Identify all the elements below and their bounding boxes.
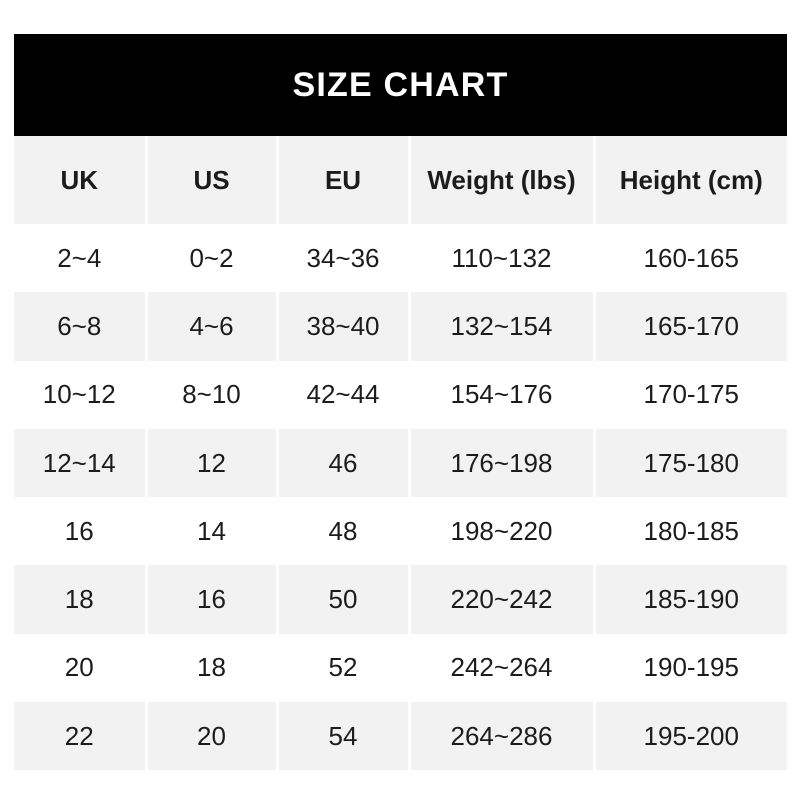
cell-uk: 20 [14,633,148,703]
cell-height: 185-190 [594,565,787,634]
cell-eu: 48 [277,497,411,566]
cell-height: 160-165 [594,224,787,293]
table-row: 2~4 0~2 34~36 110~132 160-165 [14,224,787,293]
cell-height: 165-170 [594,292,787,361]
cell-weight: 132~154 [409,292,596,361]
cell-height: 175-180 [594,428,787,498]
cell-uk: 16 [14,497,148,566]
cell-us: 0~2 [146,224,279,293]
cell-height: 180-185 [594,497,787,566]
cell-weight: 176~198 [409,428,596,498]
cell-weight: 154~176 [409,360,596,429]
cell-height: 190-195 [594,633,787,703]
cell-uk: 10~12 [14,360,148,429]
cell-us: 4~6 [146,292,279,361]
table-header-row: UK US EU Weight (lbs) Height (cm) [14,136,787,224]
cell-eu: 42~44 [277,360,411,429]
cell-height: 195-200 [594,702,787,771]
table-body: 2~4 0~2 34~36 110~132 160-165 6~8 4~6 38… [14,224,787,771]
cell-eu: 46 [277,428,411,498]
cell-weight: 220~242 [409,565,596,634]
cell-uk: 22 [14,702,148,771]
table-row: 20 18 52 242~264 190-195 [14,633,787,703]
cell-height: 170-175 [594,360,787,429]
cell-us: 16 [146,565,279,634]
cell-uk: 6~8 [14,292,148,361]
cell-uk: 12~14 [14,428,148,498]
page-title: SIZE CHART [292,66,509,104]
cell-weight: 198~220 [409,497,596,566]
cell-eu: 52 [277,633,411,703]
table-row: 10~12 8~10 42~44 154~176 170-175 [14,360,787,429]
cell-uk: 2~4 [14,224,148,293]
column-header-eu: EU [277,136,411,224]
title-bar: SIZE CHART [14,34,787,136]
cell-eu: 38~40 [277,292,411,361]
column-header-uk: UK [14,136,148,224]
column-header-us: US [146,136,279,224]
table-row: 12~14 12 46 176~198 175-180 [14,428,787,498]
cell-us: 14 [146,497,279,566]
size-chart-table: UK US EU Weight (lbs) Height (cm) 2~4 0~… [14,136,787,771]
table-row: 6~8 4~6 38~40 132~154 165-170 [14,292,787,361]
table-row: 18 16 50 220~242 185-190 [14,565,787,634]
cell-eu: 50 [277,565,411,634]
table-row: 16 14 48 198~220 180-185 [14,497,787,566]
cell-weight: 264~286 [409,702,596,771]
column-header-height: Height (cm) [594,136,787,224]
column-header-weight: Weight (lbs) [409,136,596,224]
cell-eu: 54 [277,702,411,771]
cell-us: 12 [146,428,279,498]
cell-uk: 18 [14,565,148,634]
cell-weight: 110~132 [409,224,596,293]
cell-us: 8~10 [146,360,279,429]
cell-eu: 34~36 [277,224,411,293]
cell-us: 20 [146,702,279,771]
size-chart: SIZE CHART UK US EU Weight (lbs) Height … [14,34,787,771]
table-row: 22 20 54 264~286 195-200 [14,702,787,771]
cell-weight: 242~264 [409,633,596,703]
table-header: UK US EU Weight (lbs) Height (cm) [14,136,787,224]
cell-us: 18 [146,633,279,703]
